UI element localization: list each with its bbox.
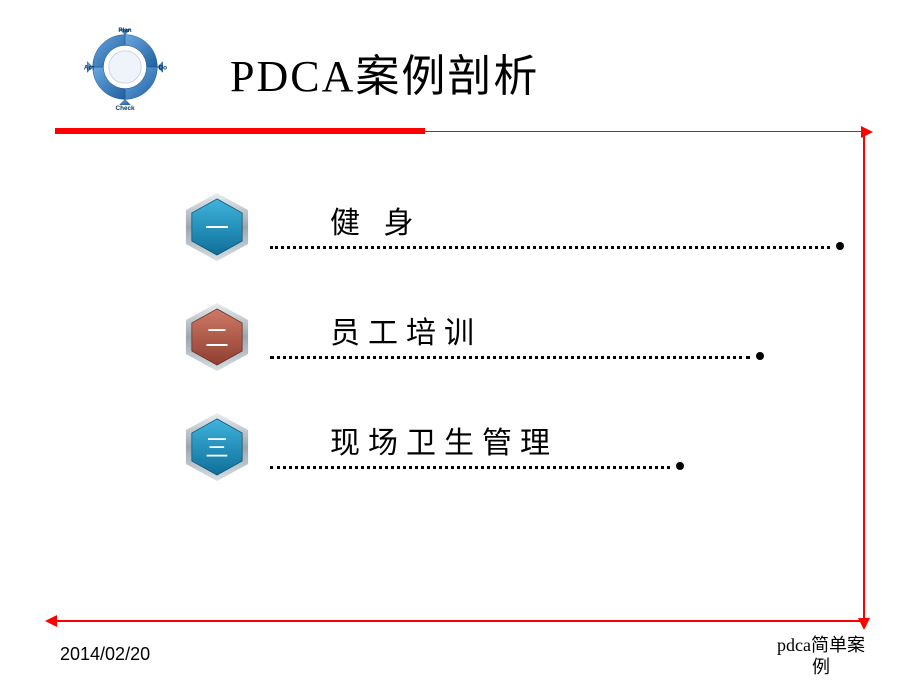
dotted-line [270, 246, 830, 249]
pdca-label-do: Do [159, 65, 168, 72]
hexagon-bullet-3: 三 [180, 410, 254, 484]
slide: Plan Do Check Act PDCA案例剖析 [0, 0, 920, 690]
arrow-left-icon [45, 615, 57, 627]
hexagon-bullet-1: 一 [180, 190, 254, 264]
svg-text:三: 三 [205, 436, 229, 462]
hexagon-bullet-2: 二 [180, 300, 254, 374]
frame-top-line [55, 130, 865, 133]
dotted-line [270, 356, 750, 359]
content-list: 一 健 身 [180, 180, 820, 510]
dot-icon [756, 352, 764, 360]
frame-top-thick [55, 128, 425, 134]
dot-icon [676, 462, 684, 470]
footer-tag-line2: 例 [812, 657, 830, 677]
footer-tag-line1: pdca简单案 [777, 635, 865, 655]
list-item: 二 员工培训 [180, 290, 820, 390]
pdca-label-check: Check [116, 105, 135, 112]
footer-tag: pdca简单案 例 [777, 634, 865, 678]
item-label-2: 员工培训 [330, 308, 482, 352]
dot-icon [836, 242, 844, 250]
svg-text:二: 二 [205, 326, 229, 352]
svg-text:一: 一 [205, 216, 229, 242]
item-label-1: 健 身 [330, 198, 422, 242]
page-title: PDCA案例剖析 [230, 40, 539, 104]
list-item: 三 现场卫生管理 [180, 400, 820, 500]
pdca-cycle-icon: Plan Do Check Act [80, 22, 170, 112]
pdca-label-act: Act [84, 65, 95, 72]
footer-date: 2014/02/20 [60, 644, 150, 665]
frame-right-line [863, 130, 865, 620]
dotted-line [270, 466, 670, 469]
item-label-3: 现场卫生管理 [330, 418, 558, 462]
frame-top-thin [425, 131, 865, 132]
frame-bottom-line [55, 620, 865, 622]
list-item: 一 健 身 [180, 180, 820, 280]
pdca-label-plan: Plan [118, 27, 131, 34]
